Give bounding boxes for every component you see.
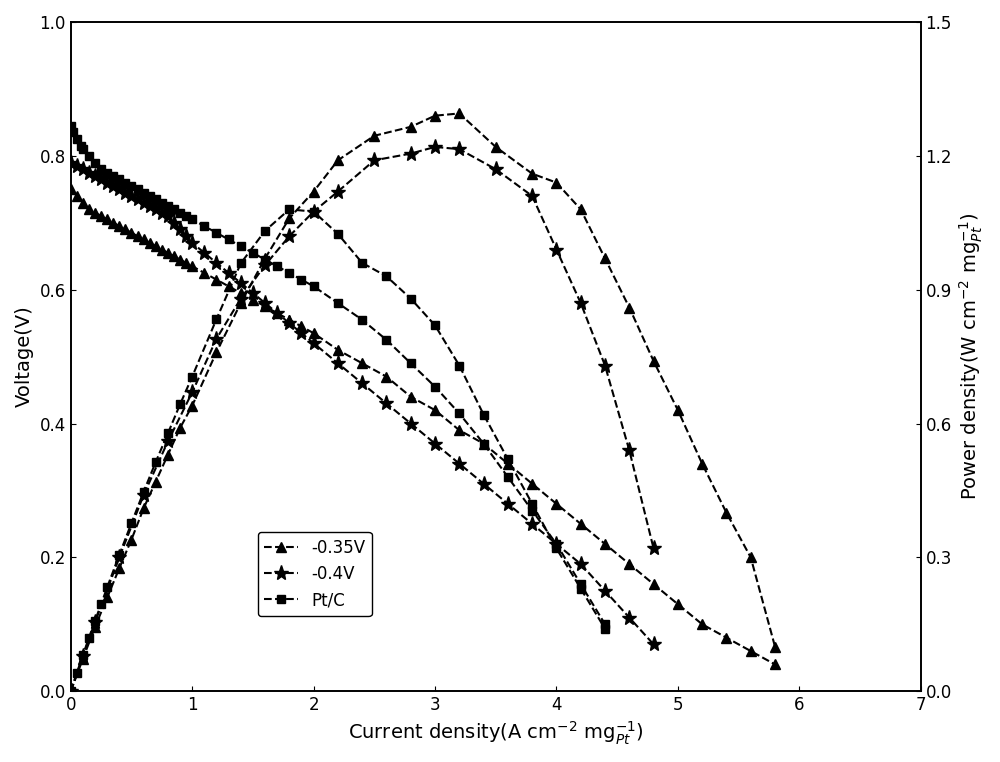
Legend: -0.35V, -0.4V, Pt/C: -0.35V, -0.4V, Pt/C xyxy=(258,532,372,616)
Y-axis label: Voltage(V): Voltage(V) xyxy=(15,306,34,408)
Y-axis label: Power density(W cm$^{-2}$ mg$^{-1}_{Pt}$): Power density(W cm$^{-2}$ mg$^{-1}_{Pt}$… xyxy=(958,213,985,501)
X-axis label: Current density(A cm$^{-2}$ mg$^{-1}_{Pt}$): Current density(A cm$^{-2}$ mg$^{-1}_{Pt… xyxy=(348,719,644,747)
